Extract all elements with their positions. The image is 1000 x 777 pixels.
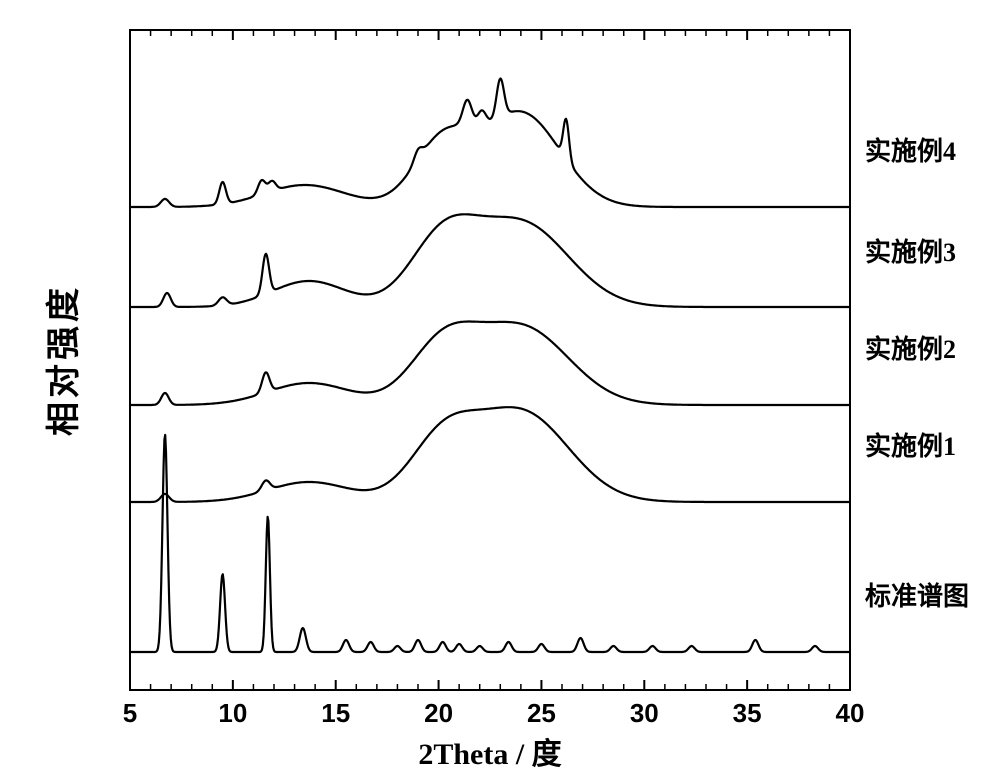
xrd-chart: 5 10 15 20 25 30 35 40 2Theta / 度 相对强度 实施例4 实施例3… [0, 0, 1000, 772]
x-axis-ticks [130, 30, 850, 690]
trace-实施例4 [130, 79, 850, 208]
chart-svg: 5 10 15 20 25 30 35 40 2Theta / 度 相对强度 实施例4 实施例3… [0, 0, 1000, 772]
trace-实施例2 [130, 322, 850, 406]
x-tick-label: 20 [424, 698, 453, 728]
y-axis-label: 相对强度 [45, 284, 83, 436]
x-tick-label: 40 [836, 698, 865, 728]
x-axis-label: 2Theta / 度 [418, 738, 561, 771]
trace-实施例1 [130, 407, 850, 502]
legend-label: 实施例4 [865, 136, 956, 166]
legend-label: 实施例1 [865, 431, 956, 461]
plot-frame [130, 30, 850, 690]
legend-label: 标准谱图 [865, 581, 969, 611]
x-tick-label: 5 [123, 698, 137, 728]
trace-标准谱图 [130, 435, 850, 652]
x-tick-label: 15 [321, 698, 350, 728]
x-tick-label: 25 [527, 698, 556, 728]
x-tick-label: 10 [218, 698, 247, 728]
traces-group [130, 79, 850, 653]
legend-group: 实施例4 实施例3 实施例2 实施例1 标准谱图 [865, 136, 969, 611]
x-tick-label: 35 [733, 698, 762, 728]
x-axis-tick-labels: 5 10 15 20 25 30 35 40 [123, 698, 865, 728]
legend-label: 实施例3 [865, 237, 956, 267]
trace-实施例3 [130, 214, 850, 307]
x-tick-label: 30 [630, 698, 659, 728]
legend-label: 实施例2 [865, 334, 956, 364]
